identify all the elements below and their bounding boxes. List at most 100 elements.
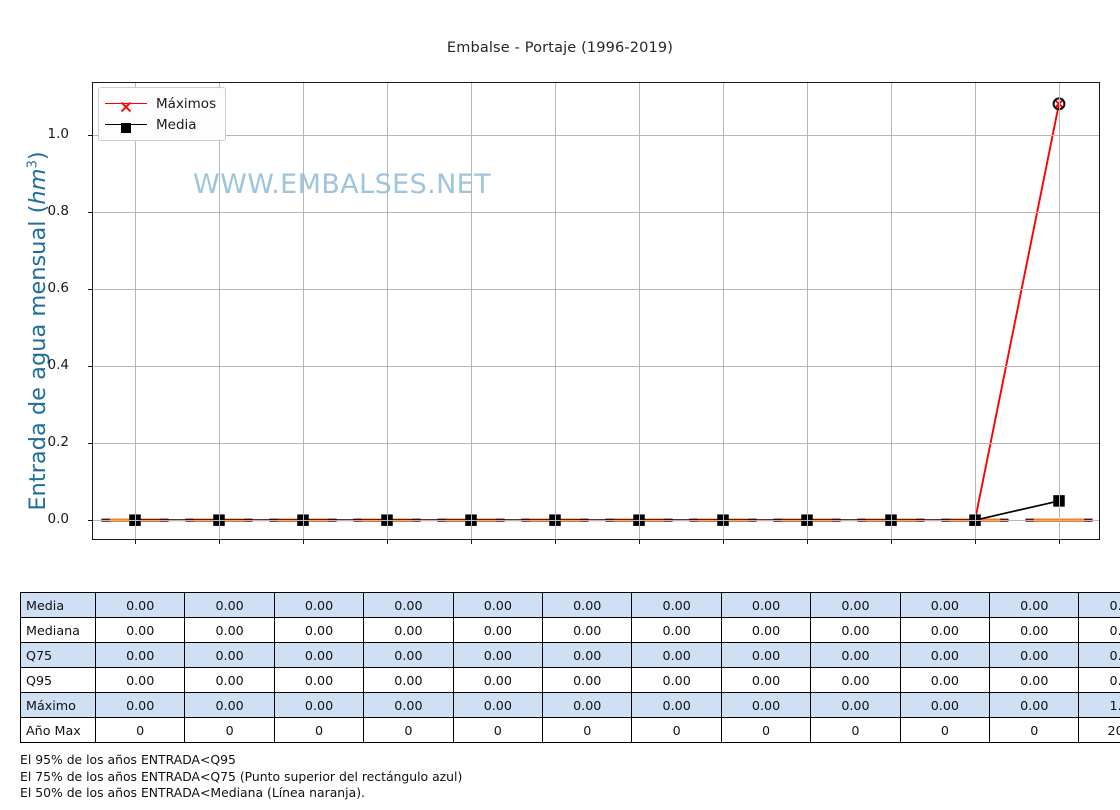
table-cell: 0.00 xyxy=(899,667,991,693)
y-tick-mark xyxy=(88,134,93,136)
y-tick-mark xyxy=(88,288,93,290)
table-cell: 0.00 xyxy=(452,592,544,618)
table-row: Q95 0.00 0.00 0.00 0.00 0.00 0.00 0.00 0.00 0.00 0… xyxy=(20,667,1120,693)
table-cell: 0.00 xyxy=(273,592,365,618)
table-cell: 0.00 xyxy=(720,592,812,618)
table-row-header: Año Max xyxy=(20,717,96,743)
y-tick-label: 0.2 xyxy=(47,434,69,451)
table-cell: 0.00 xyxy=(94,667,186,693)
table-row-header: Q75 xyxy=(20,642,96,668)
table-row: Máximo 0.00 0.00 0.00 0.00 0.00 0.00 0.00 0.00 0.… xyxy=(20,692,1120,718)
series-layer xyxy=(101,97,1093,526)
gridline-horizontal xyxy=(93,365,1099,367)
table-cell: 0.00 xyxy=(989,592,1080,618)
gridline-vertical xyxy=(891,83,892,539)
table-cell: 0.00 xyxy=(542,592,633,618)
table-row: Media 0.00 0.00 0.00 0.00 0.00 0.00 0.00 0.00 0.0… xyxy=(20,592,1120,618)
gridline-vertical xyxy=(219,83,220,539)
x-tick-mark xyxy=(639,539,640,544)
table-cell: 0.00 xyxy=(899,592,991,618)
table-cell: 0.00 xyxy=(184,667,275,693)
table-cell: 0.00 xyxy=(184,592,275,618)
table-cell: 0.00 xyxy=(363,642,454,668)
x-tick-mark xyxy=(303,539,304,544)
table-cell: 0 xyxy=(720,717,812,743)
y-tick-mark xyxy=(88,211,93,213)
gridline-vertical xyxy=(975,83,976,539)
y-tick-label: 0.4 xyxy=(47,356,69,373)
table-cell: 0.00 xyxy=(184,617,275,643)
table-cell: 0.00 xyxy=(94,692,186,718)
table-cell: 0.00 xyxy=(1078,617,1120,643)
table-cell: 0.00 xyxy=(273,692,365,718)
x-tick-mark xyxy=(975,539,976,544)
table-cell: 0.00 xyxy=(810,617,901,643)
maximos-peak-highlight xyxy=(1052,97,1066,111)
y-axis-label-suffix: ) xyxy=(25,151,51,161)
gridline-horizontal xyxy=(93,288,1099,290)
table-cell: 0 xyxy=(810,717,901,743)
table-row: Q75 0.00 0.00 0.00 0.00 0.00 0.00 0.00 0.00 0.00 0… xyxy=(20,642,1120,668)
x-tick-mark xyxy=(891,539,892,544)
x-tick-mark xyxy=(135,539,136,544)
table-cell: 0.00 xyxy=(542,642,633,668)
y-axis-label-exponent: 3 xyxy=(25,160,41,169)
y-tick-mark xyxy=(88,520,93,522)
gridline-horizontal xyxy=(93,134,1099,136)
table-cell: 0.00 xyxy=(363,667,454,693)
x-tick-mark xyxy=(555,539,556,544)
x-tick-mark xyxy=(1059,539,1060,544)
table-cell: 0.00 xyxy=(542,617,633,643)
media-line xyxy=(135,500,1060,522)
gridline-vertical xyxy=(723,83,724,539)
gridline-vertical xyxy=(303,83,304,539)
table-row: Mediana 0.00 0.00 0.00 0.00 0.00 0.00 0.00 0.00 0… xyxy=(20,617,1120,643)
chart-title: Embalse - Portaje (1996-2019) xyxy=(446,40,674,56)
table-cell: 0.00 xyxy=(720,617,812,643)
legend-item-label: Máximos xyxy=(156,95,217,112)
legend-item[interactable]: Media xyxy=(105,114,216,135)
table-cell: 0 xyxy=(452,717,544,743)
maximos-line xyxy=(135,103,1060,522)
y-tick-label: 0.6 xyxy=(47,279,69,296)
table-cell: 0.00 xyxy=(452,667,544,693)
table-cell: 0.00 xyxy=(1078,667,1120,693)
y-axis-label-unit: hm xyxy=(25,168,51,205)
gridline-horizontal xyxy=(93,443,1099,445)
table-cell: 0.00 xyxy=(631,667,722,693)
table-cell: 0.00 xyxy=(184,692,275,718)
gridline-horizontal xyxy=(93,520,1099,522)
footnote-line-3: El 50% de los años ENTRADA<Mediana (Líne… xyxy=(20,785,365,801)
legend-x-marker-icon xyxy=(105,96,147,112)
table-cell: 0.00 xyxy=(810,667,901,693)
table-cell: 0.00 xyxy=(989,667,1080,693)
table-row-header: Media xyxy=(20,592,96,618)
x-tick-mark xyxy=(387,539,388,544)
y-tick-label: 0.0 xyxy=(47,511,69,528)
table-cell: 0.00 xyxy=(94,617,186,643)
legend-square-marker-icon xyxy=(105,117,147,133)
table-cell: 0 xyxy=(273,717,365,743)
y-tick-mark xyxy=(88,443,93,445)
gridline-vertical xyxy=(639,83,640,539)
x-tick-mark xyxy=(471,539,472,544)
legend-item[interactable]: Máximos xyxy=(105,93,216,114)
table-cell: 0.00 xyxy=(452,692,544,718)
table-row-header: Máximo xyxy=(20,692,96,718)
table-row: Año Max000000000002019 xyxy=(20,717,1120,743)
table-cell: 0.00 xyxy=(720,642,812,668)
plot-area: WWW.EMBALSES.NET Máximos Media 0.0 0.2 0.4 0… xyxy=(48,82,1100,644)
table-cell: 0.00 xyxy=(452,642,544,668)
y-tick-mark xyxy=(88,365,93,367)
table-row-header: Mediana xyxy=(20,617,96,643)
table-cell: 0.00 xyxy=(720,692,812,718)
table-row-header: Q95 xyxy=(20,667,96,693)
table-cell: 0.00 xyxy=(810,692,901,718)
x-tick-mark xyxy=(807,539,808,544)
table-cell: 0 xyxy=(94,717,186,743)
table-cell: 0 xyxy=(631,717,722,743)
table-cell: 0.00 xyxy=(363,592,454,618)
y-tick-label: 1.0 xyxy=(47,125,69,142)
table-cell: 1.08 xyxy=(1078,692,1120,718)
